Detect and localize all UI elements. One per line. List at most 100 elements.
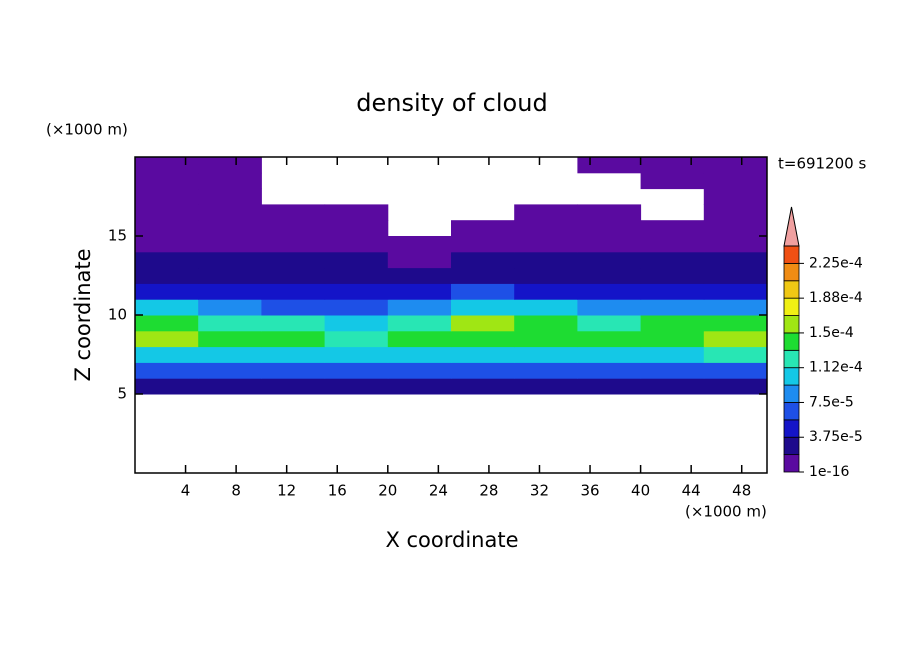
- colorbar-band: [783, 436, 800, 456]
- contour-cell: [324, 204, 389, 221]
- contour-cell: [514, 315, 578, 332]
- contour-cell: [387, 315, 452, 332]
- contour-cell: [324, 362, 389, 379]
- contour-cell: [640, 251, 705, 269]
- y-axis-label: Z coordinate: [71, 248, 95, 381]
- colorbar-band: [783, 332, 800, 351]
- contour-cell: [324, 330, 389, 348]
- contour-cell: [703, 267, 768, 284]
- colorbar-band: [783, 315, 800, 334]
- colorbar-tick-label: 3.75e-5: [809, 429, 863, 445]
- contour-cell: [577, 362, 642, 379]
- contour-cell: [451, 362, 515, 379]
- contour-cell: [387, 362, 452, 379]
- contour-cell: [640, 157, 705, 174]
- contour-cell: [703, 172, 768, 190]
- contour-cell: [261, 236, 326, 253]
- contour-cell: [451, 251, 515, 269]
- contour-cell: [387, 378, 452, 395]
- contour-cell: [577, 220, 642, 237]
- contour-cell: [387, 346, 452, 363]
- contour-cell: [135, 299, 199, 316]
- contour-cell: [514, 220, 578, 237]
- colorbar-band: [783, 349, 800, 369]
- contour-cell: [198, 157, 262, 174]
- x-tick-label: 32: [530, 482, 549, 500]
- y-tick-label: 5: [117, 385, 127, 403]
- contour-cell: [324, 283, 389, 300]
- contour-cell: [198, 267, 262, 284]
- contour-cell: [198, 251, 262, 269]
- contour-cell: [135, 236, 199, 253]
- contour-cell: [577, 315, 642, 332]
- contour-cell: [198, 315, 262, 332]
- contour-cell: [135, 362, 199, 379]
- contour-cell: [640, 172, 705, 190]
- contour-cell: [261, 362, 326, 379]
- contour-cell: [451, 236, 515, 253]
- contour-cell: [703, 299, 768, 316]
- contour-cell: [640, 330, 705, 348]
- contour-cell: [640, 283, 705, 300]
- contour-cell: [514, 251, 578, 269]
- contour-cell: [514, 378, 578, 395]
- contour-cell: [261, 346, 326, 363]
- contour-cell: [261, 299, 326, 316]
- contour-cell: [577, 299, 642, 316]
- contour-cell: [577, 330, 642, 348]
- contour-cell: [135, 172, 199, 190]
- x-tick-label: 20: [378, 482, 397, 500]
- contour-cell: [451, 267, 515, 284]
- x-unit: (×1000 m): [685, 503, 767, 521]
- contour-cell: [640, 236, 705, 253]
- contour-cell: [514, 330, 578, 348]
- chart-title: density of cloud: [356, 89, 547, 117]
- contour-cell: [387, 283, 452, 300]
- x-tick-label: 28: [479, 482, 498, 500]
- contour-cell: [261, 267, 326, 284]
- contour-cell: [261, 204, 326, 221]
- contour-cell: [640, 378, 705, 395]
- contour-cell: [703, 362, 768, 379]
- contour-cell: [324, 315, 389, 332]
- contour-cell: [198, 172, 262, 190]
- contour-cell: [198, 204, 262, 221]
- x-tick-label: 48: [732, 482, 751, 500]
- contour-cell: [451, 283, 515, 300]
- contour-cell: [198, 188, 262, 205]
- colorbar-band: [783, 262, 800, 282]
- contour-cell: [640, 220, 705, 237]
- contour-cell: [387, 330, 452, 348]
- contour-cell: [451, 346, 515, 363]
- contour-cell: [135, 378, 199, 395]
- x-tick-label: 44: [682, 482, 701, 500]
- contour-cell: [703, 283, 768, 300]
- contour-cell: [198, 283, 262, 300]
- contour-cell: [135, 346, 199, 363]
- colorbar-band: [783, 245, 800, 264]
- contour-cell: [198, 220, 262, 237]
- contour-cell: [261, 251, 326, 269]
- contour-cell: [514, 204, 578, 221]
- contour-cell: [514, 299, 578, 316]
- colorbar-tick-label: 2.25e-4: [809, 255, 863, 271]
- contour-cell: [135, 283, 199, 300]
- colorbar-tick-label: 1.5e-4: [809, 325, 854, 341]
- contour-cell: [135, 267, 199, 284]
- contour-cell: [387, 299, 452, 316]
- contour-cell: [514, 267, 578, 284]
- x-tick-label: 24: [429, 482, 448, 500]
- contour-cell: [451, 220, 515, 237]
- contour-cell: [640, 299, 705, 316]
- contour-cell: [514, 362, 578, 379]
- contour-cell: [198, 299, 262, 316]
- colorbar-band: [783, 402, 800, 421]
- contour-cell: [135, 251, 199, 269]
- contour-cell: [324, 378, 389, 395]
- contour-cell: [324, 267, 389, 284]
- contour-cell: [135, 220, 199, 237]
- contour-cell: [703, 251, 768, 269]
- contour-cell: [198, 378, 262, 395]
- contour-cell: [514, 236, 578, 253]
